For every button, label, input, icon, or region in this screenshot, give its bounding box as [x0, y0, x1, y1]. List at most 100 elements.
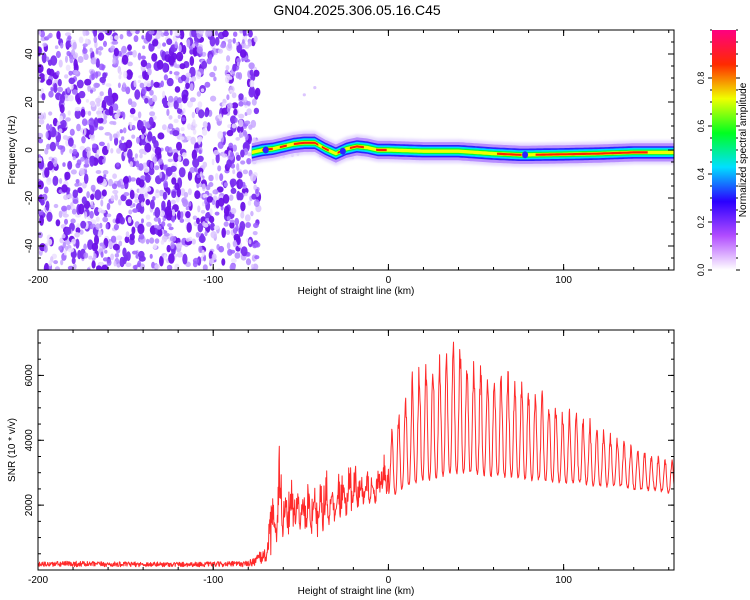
- noise-speckle: [236, 62, 240, 67]
- noise-speckle: [229, 249, 236, 254]
- noise-speckle: [83, 252, 89, 259]
- noise-speckle: [65, 40, 73, 48]
- noise-speckle: [217, 141, 224, 149]
- noise-speckle: [253, 69, 260, 77]
- noise-speckle: [46, 177, 52, 186]
- noise-speckle: [172, 209, 176, 217]
- noise-speckle: [199, 171, 203, 178]
- noise-speckle: [185, 135, 193, 141]
- noise-speckle: [58, 128, 63, 134]
- noise-speckle: [97, 32, 105, 41]
- ridge-core: [535, 151, 648, 156]
- snr-ytick-label: 4000: [24, 429, 35, 452]
- noise-speckle: [70, 83, 74, 90]
- noise-speckle: [144, 191, 149, 197]
- spectrogram-ytick-label: 20: [24, 96, 35, 108]
- noise-speckle: [89, 100, 96, 106]
- noise-speckle: [158, 158, 164, 165]
- noise-speckle: [72, 156, 76, 161]
- noise-speckle: [198, 30, 204, 35]
- noise-speckle: [205, 217, 210, 222]
- ridge-notch: [522, 151, 529, 159]
- noise-speckle: [119, 216, 126, 225]
- noise-speckle: [100, 209, 106, 214]
- noise-speckle: [182, 199, 189, 207]
- noise-speckle: [54, 45, 59, 50]
- noise-speckle: [119, 34, 124, 40]
- noise-speckle: [209, 35, 216, 47]
- noise-speckle: [180, 127, 185, 132]
- noise-speckle: [123, 70, 128, 79]
- noise-speckle: [197, 174, 201, 178]
- ridge-core: [376, 148, 387, 152]
- noise-speckle: [127, 148, 133, 160]
- noise-speckle: [144, 97, 149, 104]
- ridge-core: [497, 152, 522, 156]
- noise-speckle: [152, 39, 159, 47]
- noise-speckle: [125, 139, 133, 149]
- noise-speckle: [168, 56, 176, 66]
- noise-speckle: [125, 86, 131, 95]
- noise-speckle: [75, 179, 80, 184]
- noise-speckle: [240, 211, 245, 219]
- noise-speckle: [132, 50, 137, 58]
- noise-speckle: [176, 251, 183, 258]
- ridge-core: [349, 145, 364, 150]
- noise-speckle: [153, 81, 160, 88]
- noise-speckle: [130, 101, 137, 108]
- noise-speckle: [73, 58, 78, 69]
- noise-speckle: [223, 205, 230, 217]
- noise-speckle: [221, 107, 229, 115]
- noise-speckle: [167, 158, 173, 163]
- noise-speckle: [76, 79, 84, 89]
- noise-speckle: [146, 221, 152, 227]
- noise-speckle: [189, 167, 196, 174]
- noise-speckle: [66, 86, 71, 94]
- noise-speckle: [204, 230, 208, 237]
- noise-speckle: [92, 143, 97, 148]
- noise-speckle: [64, 171, 71, 181]
- noise-speckle: [215, 199, 220, 209]
- noise-speckle: [170, 241, 175, 250]
- noise-speckle: [149, 111, 156, 117]
- noise-speckle: [65, 64, 71, 72]
- noise-speckle: [204, 81, 211, 88]
- noise-speckle: [148, 116, 154, 126]
- noise-speckle: [245, 258, 252, 266]
- noise-speckle: [226, 242, 231, 250]
- noise-speckle: [129, 114, 135, 118]
- noise-speckle: [217, 131, 224, 139]
- spectrogram-ytick-label: -20: [24, 190, 35, 205]
- colorbar-gradient: [712, 30, 736, 270]
- noise-speckle: [248, 62, 255, 70]
- noise-speckle: [64, 32, 72, 37]
- noise-speckle: [148, 167, 155, 176]
- noise-speckle: [99, 91, 104, 97]
- noise-speckle: [78, 36, 84, 44]
- noise-speckle: [85, 110, 89, 115]
- noise-speckle: [188, 201, 192, 207]
- noise-speckle: [138, 163, 144, 171]
- noise-speckle: [76, 97, 82, 105]
- noise-speckle: [88, 133, 95, 139]
- noise-speckle: [78, 90, 86, 99]
- noise-speckle: [228, 142, 234, 149]
- noise-speckle: [116, 180, 122, 188]
- noise-speckle: [177, 155, 182, 162]
- snr-panel: -200 -100 0 100 2000 4000 6000 Height of strai…: [7, 329, 675, 597]
- noise-speckle: [254, 242, 261, 248]
- noise-speckle: [222, 98, 227, 104]
- noise-speckle: [253, 35, 258, 43]
- noise-speckle: [147, 131, 153, 140]
- noise-speckle: [224, 75, 230, 84]
- noise-speckle: [166, 77, 174, 87]
- noise-speckle: [176, 141, 182, 151]
- colorbar-tick-label: 0.6: [696, 120, 706, 133]
- noise-speckle: [149, 253, 153, 259]
- noise-speckle: [152, 244, 158, 250]
- noise-speckle: [148, 30, 155, 35]
- noise-speckle: [154, 238, 160, 244]
- noise-speckle: [232, 240, 238, 248]
- noise-speckle: [158, 189, 165, 197]
- noise-speckle: [189, 56, 195, 66]
